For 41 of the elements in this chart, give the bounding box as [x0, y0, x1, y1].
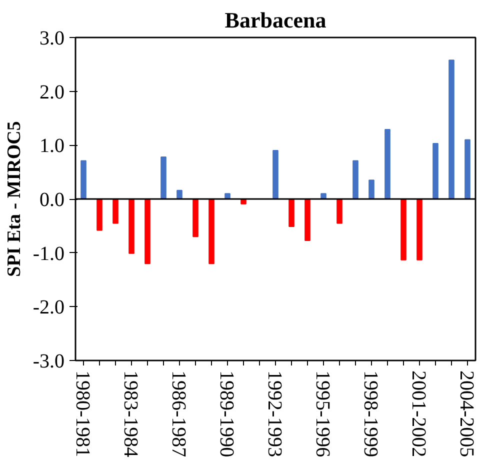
bar	[272, 150, 278, 200]
bar	[208, 198, 214, 264]
y-tick-label: 2.0	[40, 81, 64, 104]
bar	[112, 198, 118, 224]
x-tick-label: 1995-1996	[312, 370, 334, 458]
bar	[336, 198, 342, 224]
x-tick-label: 1986-1987	[168, 370, 190, 458]
chart-title: Barbacena	[224, 8, 326, 32]
bar	[384, 129, 390, 200]
y-tick-label: 1.0	[40, 135, 64, 158]
bar	[224, 193, 230, 200]
x-tick-label: 1992-1993	[264, 370, 286, 458]
bar	[448, 60, 454, 200]
bar	[288, 198, 294, 227]
x-tick-label: 2001-2002	[408, 370, 430, 458]
bar	[432, 143, 438, 200]
bar	[176, 190, 182, 200]
bar	[96, 198, 102, 231]
y-tick-label: -1.0	[32, 242, 65, 265]
x-tick-label: 1989-1990	[216, 370, 238, 458]
bar	[160, 156, 166, 200]
x-tick-label: 2004-2005	[456, 370, 478, 458]
bar	[80, 160, 86, 200]
bar	[400, 198, 406, 260]
bar	[464, 139, 470, 200]
bar	[368, 180, 374, 200]
bar	[320, 193, 326, 200]
bar	[128, 198, 134, 254]
bar	[192, 198, 198, 238]
y-tick-label: -3.0	[32, 350, 65, 372]
bar	[416, 198, 422, 260]
y-axis-title: SPI Eta - MIROC5	[4, 121, 25, 277]
x-tick-label: 1980-1981	[72, 370, 94, 458]
y-tick-label: 3.0	[40, 28, 64, 50]
bar	[304, 198, 310, 241]
y-tick-label: 0.0	[40, 189, 64, 211]
x-tick-label: 1998-1999	[360, 370, 382, 458]
bar	[144, 198, 150, 264]
x-tick-label: 1983-1984	[120, 370, 142, 458]
bar	[352, 160, 358, 200]
y-tick-label: -2.0	[32, 296, 65, 319]
